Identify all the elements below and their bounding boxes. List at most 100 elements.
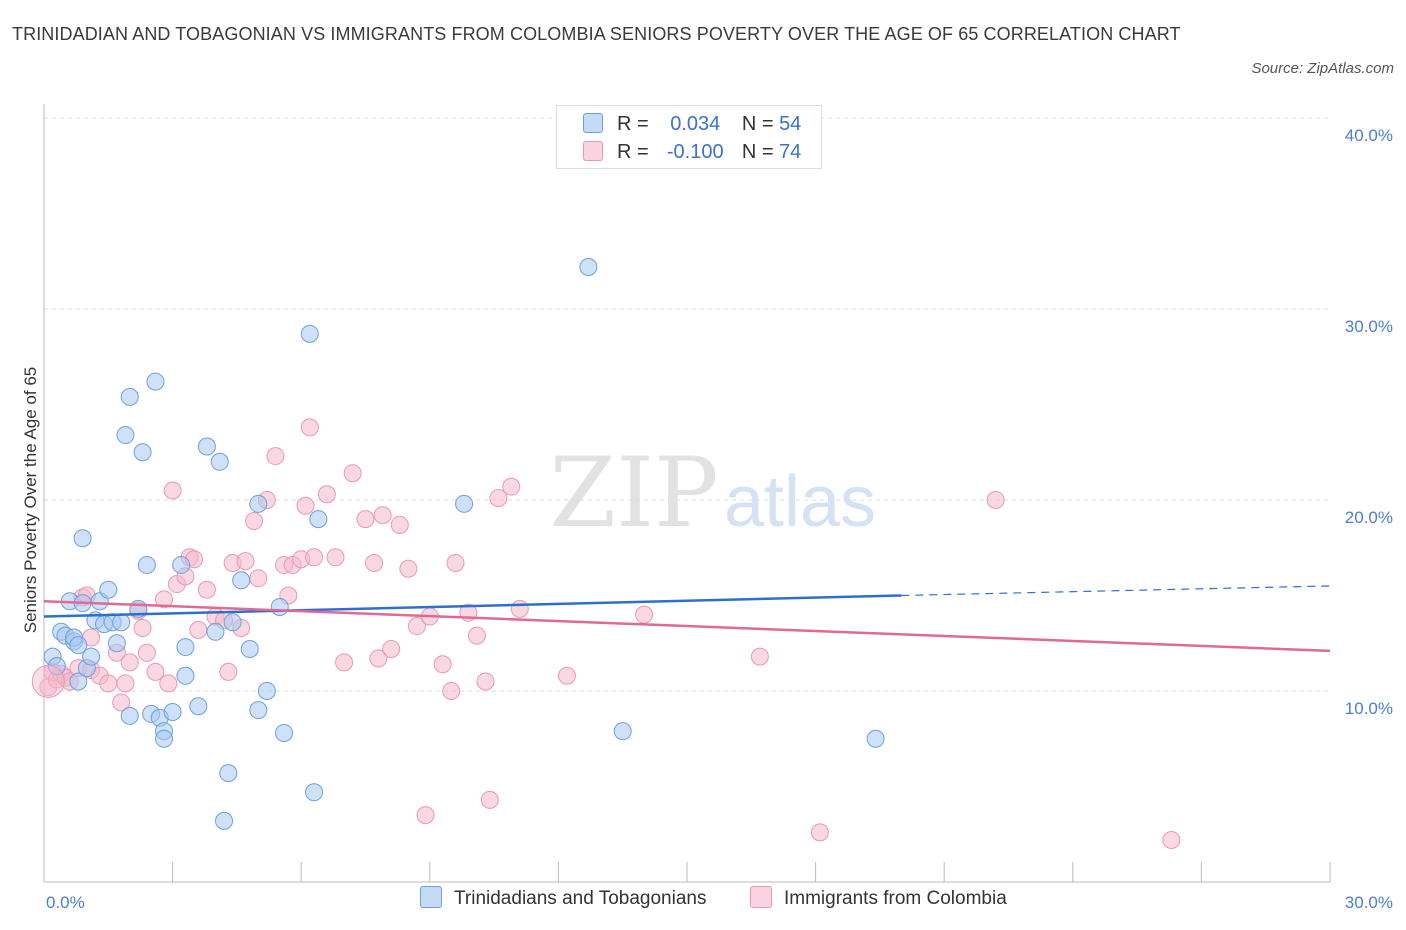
y-tick-label: 40.0% [1345, 126, 1393, 145]
pink-point [99, 674, 118, 693]
pink-point [390, 515, 409, 534]
blue-point [116, 426, 135, 445]
blue-point [172, 555, 191, 574]
pink-point [189, 620, 208, 639]
legend-swatch-pink [583, 140, 603, 161]
blue-point [99, 580, 118, 599]
pink-point [133, 618, 152, 637]
blue-trend-projection [901, 585, 1331, 597]
blue-point [206, 622, 225, 641]
pink-point [137, 643, 156, 662]
pink-point [480, 790, 499, 809]
pink-point [356, 510, 375, 529]
pink-point [442, 682, 461, 700]
legend-n-value: 74 [779, 141, 802, 163]
pink-point [810, 823, 829, 842]
x-tick-label: 30.0% [1345, 893, 1393, 912]
legend-r-label: R = [617, 113, 649, 135]
blue-point [69, 672, 88, 691]
trend-lines [43, 585, 1331, 653]
blue-point [47, 657, 66, 676]
blue-point [223, 613, 242, 632]
blue-trend-line [43, 594, 902, 618]
blue-point [176, 666, 195, 685]
blue-point [73, 529, 92, 548]
pink-point [1162, 830, 1181, 849]
series-swatch-blue [420, 886, 442, 908]
pink-point [489, 489, 508, 508]
pink-point [433, 655, 452, 674]
pink-point [116, 674, 135, 693]
blue-point [219, 764, 238, 783]
series-legend: Trinidadians and Tobagonians Immigrants … [0, 886, 1406, 916]
blue-point [232, 571, 251, 590]
series-swatch-pink [750, 886, 772, 908]
series-legend-item-trinidadians[interactable]: Trinidadians and Tobagonians [420, 886, 706, 910]
series-legend-item-colombia[interactable]: Immigrants from Colombia [750, 886, 1007, 910]
legend-n-label: N = [741, 113, 774, 135]
y-axis-title: Seniors Poverty Over the Age of 65 [21, 367, 40, 633]
pink-point [155, 590, 174, 609]
legend-r-label: R = [617, 141, 649, 163]
y-tick-label: 20.0% [1345, 508, 1393, 527]
axis-labels: 10.0% 20.0% 30.0% 40.0% 0.0% 30.0% Seniors Pov… [21, 126, 1393, 912]
pink-point [557, 666, 576, 685]
blue-point [249, 701, 268, 720]
pink-point [467, 626, 486, 645]
blue-point [309, 510, 328, 529]
data-points [31, 257, 1181, 849]
pink-point [305, 548, 324, 567]
blue-point [305, 783, 324, 802]
blue-point [137, 555, 156, 574]
legend-n-value: 54 [779, 113, 802, 135]
pink-point [407, 617, 426, 636]
blue-point [210, 452, 229, 471]
pink-point [317, 485, 336, 504]
blue-point [155, 729, 174, 748]
blue-point [240, 639, 259, 658]
pink-point [296, 496, 315, 515]
pink-point [245, 512, 264, 531]
blue-point [163, 703, 182, 722]
blue-point [215, 811, 234, 830]
blue-point [69, 636, 88, 655]
pink-point [369, 649, 388, 668]
pink-point [159, 674, 178, 693]
blue-point [112, 613, 131, 632]
pink-point [236, 552, 255, 571]
pink-point [382, 639, 401, 658]
blue-point [197, 437, 216, 456]
axes [43, 104, 1331, 883]
blue-point [579, 257, 598, 276]
legend-row-blue: R = 0.034 N = 54 [583, 111, 801, 137]
blue-point [257, 682, 276, 700]
watermark: ZIP atlas [549, 437, 876, 549]
blue-point [176, 638, 195, 657]
pink-point [476, 672, 495, 691]
legend-swatch-blue [583, 112, 603, 133]
pink-point [373, 506, 392, 525]
blue-point [613, 722, 632, 741]
blue-point [120, 706, 139, 725]
y-tick-label: 10.0% [1345, 699, 1393, 718]
pink-point [300, 418, 319, 437]
pink-point [326, 548, 345, 567]
pink-point [197, 580, 216, 599]
pink-point [146, 662, 165, 681]
blue-point [275, 724, 294, 743]
pink-point [635, 605, 654, 624]
pink-point [266, 447, 285, 466]
blue-point [249, 494, 268, 513]
blue-point [82, 647, 101, 666]
pink-point [112, 693, 131, 712]
y-tick-label: 30.0% [1345, 317, 1393, 336]
pink-point [510, 599, 529, 618]
legend-n-label: N = [741, 141, 774, 163]
pink-point [31, 664, 65, 698]
legend-r-value: -0.100 [666, 141, 724, 163]
blue-point [300, 324, 319, 343]
pink-point [986, 491, 1005, 509]
pink-point [219, 662, 238, 681]
blue-point [146, 372, 165, 391]
